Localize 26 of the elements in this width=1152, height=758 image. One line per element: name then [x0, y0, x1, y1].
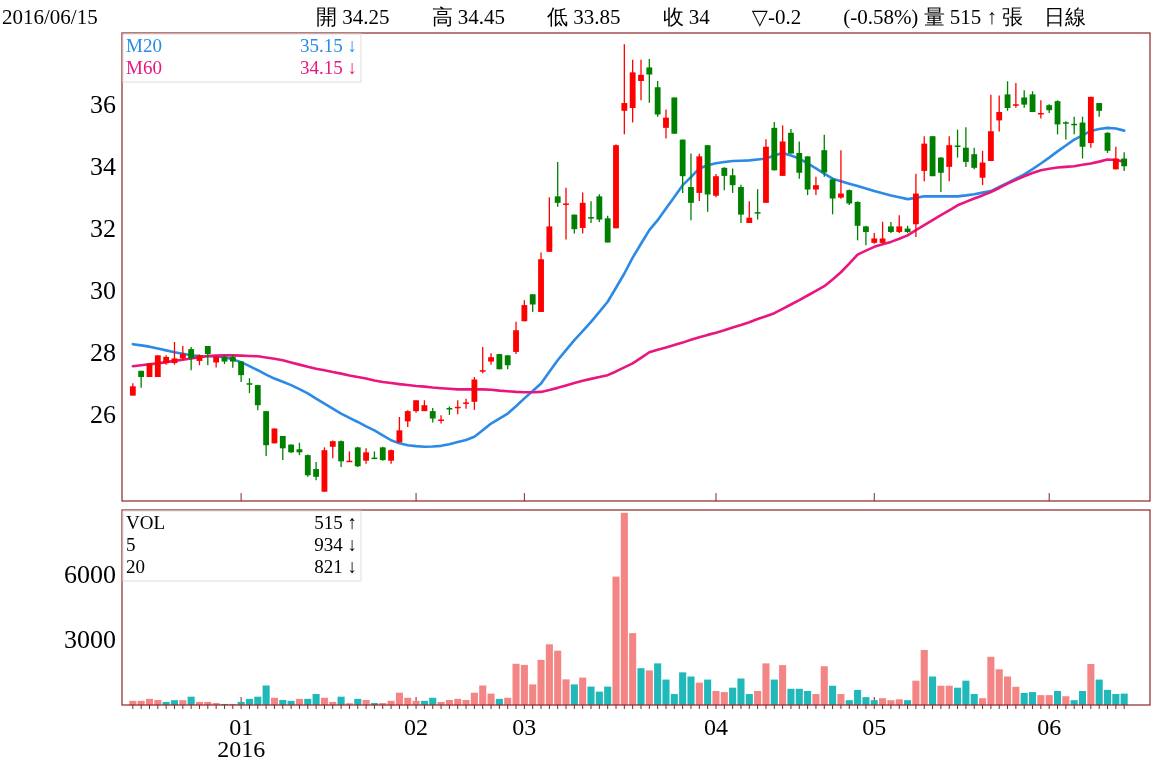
annotation: 934 ↓ [314, 534, 357, 555]
y-tick-label: 32 [90, 214, 116, 244]
text: VOL [126, 512, 166, 533]
x-tick-label: 02 [404, 714, 429, 740]
y-tick-label: 6000 [64, 559, 116, 589]
annotation: 5 [126, 534, 136, 555]
annotation: 35.15 ↓ [300, 35, 357, 56]
x-tick-label: 01 2016 [217, 714, 266, 758]
y-tick-label: 34 [90, 152, 116, 182]
x-tick-label: 05 [862, 714, 887, 740]
y-tick-label: 36 [90, 90, 116, 120]
annotation: 34.15 ↓ [300, 57, 357, 78]
text: M20 [126, 35, 162, 56]
y-tick-label: 30 [90, 276, 116, 306]
y-tick-label: 28 [90, 338, 116, 368]
annotation: 515 ↑ [314, 512, 357, 533]
chart-subtitle: 開 34.25 高 34.45 低 33.85 收 34 ▽-0.2 (-0.58%) 量 515 ↑ 張 日線 [316, 5, 1087, 29]
y-tick-label: 26 [90, 400, 116, 430]
chart-title: 2016/06/15 [2, 5, 98, 29]
y-tick-label: 3000 [64, 625, 116, 655]
annotation: 20 [126, 556, 145, 577]
text: M60 [126, 57, 162, 78]
x-tick-label: 06 [1037, 714, 1062, 740]
x-tick-label: 03 [512, 714, 537, 740]
annotation: 821 ↓ [314, 556, 357, 577]
x-tick-label: 04 [703, 714, 728, 740]
